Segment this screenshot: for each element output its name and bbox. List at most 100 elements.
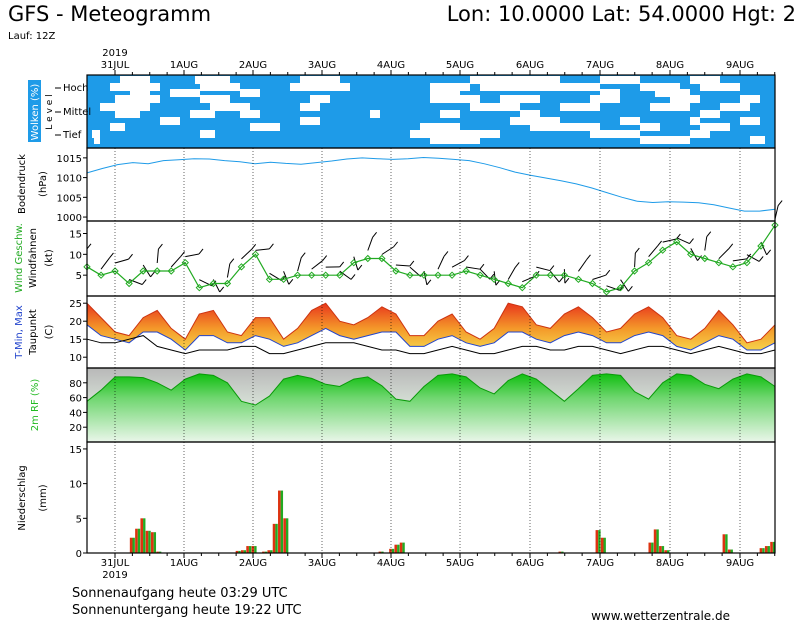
- wind-speed-line: [86, 224, 776, 293]
- wind-speed-point: [673, 238, 681, 246]
- wind-barb-feather: [158, 243, 163, 250]
- clouds-ylabel-bg: [28, 80, 41, 142]
- wind-barb-feather: [619, 285, 625, 291]
- precip-bar: [394, 544, 398, 553]
- precip-bar-green: [243, 550, 247, 553]
- cloud-patch: [430, 136, 480, 144]
- precip-bar: [135, 528, 138, 553]
- wind-barb: [367, 237, 374, 251]
- pressure-ylabel: Bodendruck: [17, 154, 28, 214]
- cloud-patch: [300, 117, 320, 125]
- precip-bars: [129, 490, 776, 553]
- wind-barb-feather: [706, 231, 712, 237]
- wind-speed-point: [616, 283, 625, 292]
- precip-bar: [759, 548, 763, 553]
- date-label-bottom-7AUG: 7AUG: [586, 558, 614, 569]
- precip-bar-green: [248, 546, 252, 553]
- wind-barb-feather: [109, 252, 114, 259]
- wind-speed-point: [223, 279, 232, 288]
- wind-speed-point: [743, 258, 751, 267]
- wind-barb-feather: [514, 262, 520, 268]
- wind-barb-feather: [464, 255, 469, 261]
- date-label-bottom-8AUG: 8AUG: [656, 558, 684, 569]
- cloud-level-hoch: Hoch: [63, 83, 88, 94]
- date-label-top-1AUG: 1AUG: [170, 60, 198, 71]
- precip-bar: [378, 551, 382, 553]
- wind-barb-feather: [251, 243, 257, 250]
- cloud-patch: [590, 95, 620, 103]
- precip-bar-green: [275, 523, 278, 553]
- wind-unit: (kt): [44, 249, 55, 267]
- cloud-patch: [190, 110, 215, 118]
- cloud-patch: [115, 110, 140, 118]
- cloud-patch: [600, 89, 620, 97]
- precip-bar: [140, 518, 144, 553]
- cloud-patch: [530, 123, 600, 131]
- wind-speed-point: [574, 275, 583, 284]
- precip-bar-green: [661, 546, 665, 553]
- cloud-patch: [160, 117, 180, 125]
- wind-speed-point: [588, 279, 597, 288]
- wind-barb-feather: [689, 238, 694, 244]
- location-coordinates: Lon: 10.0000 Lat: 54.0000 Hgt: 2: [446, 2, 796, 26]
- wind-speed-point: [265, 275, 274, 284]
- dewpoint-ylabel: Taupunkt: [28, 309, 39, 356]
- wind-barb: [283, 271, 290, 285]
- wind-tick-10: 10: [69, 250, 82, 261]
- precip-bar-green: [656, 529, 659, 553]
- date-label-top-7AUG: 7AUG: [586, 60, 614, 71]
- precip-bar: [246, 546, 249, 553]
- cloud-patch: [430, 83, 470, 91]
- wind-speed-point: [125, 279, 133, 288]
- precip-bar: [151, 532, 154, 553]
- wind-barb-feather: [777, 200, 783, 206]
- wind-speed-point: [658, 246, 667, 254]
- precip-bar-green: [148, 530, 151, 553]
- date-label-bottom-31JUL: 31JUL: [101, 558, 130, 569]
- date-label-bottom-1AUG: 1AUG: [170, 558, 198, 569]
- wind-barb: [466, 266, 481, 270]
- pressure-tick-1005: 1005: [57, 193, 82, 204]
- humidity-line: [86, 373, 776, 406]
- precip-bar: [664, 550, 668, 553]
- precip-bar-green: [725, 534, 728, 553]
- wind-speed-point: [364, 254, 372, 263]
- cloud-patch: [300, 76, 340, 84]
- humidity-tick-20: 20: [69, 423, 82, 434]
- cloud-patch: [700, 83, 740, 91]
- cloud-patches: [92, 76, 765, 144]
- model-run-label: Lauf: 12Z: [8, 31, 56, 42]
- wind-speed-point: [279, 275, 288, 284]
- temperature-unit: (C): [44, 325, 55, 340]
- wind-barb-feather: [443, 251, 449, 257]
- precip-bar: [251, 546, 255, 553]
- sunrise-text: Sonnenaufgang heute 03:29 UTC: [72, 586, 288, 601]
- cloud-patch: [300, 103, 320, 111]
- precip-bar: [156, 551, 159, 553]
- temp-tick-20: 20: [69, 317, 82, 328]
- wind-tick-15: 15: [69, 230, 82, 241]
- wind-barb-feather: [86, 243, 92, 250]
- clouds-level-label: L e v e l: [45, 94, 55, 129]
- wind-speed-point: [476, 271, 484, 279]
- date-label-bottom-5AUG: 5AUG: [446, 558, 474, 569]
- wind-barb-feather: [409, 260, 415, 267]
- precip-bar: [399, 542, 403, 553]
- precip-bar-green: [285, 518, 289, 553]
- cloud-patch: [700, 110, 720, 118]
- wind-speed-point: [729, 263, 737, 271]
- wind-speed-point: [462, 267, 470, 275]
- cloud-patch: [430, 89, 460, 97]
- wind-barb: [704, 236, 708, 251]
- cloud-patch: [690, 76, 720, 84]
- wind-speed-point: [97, 271, 105, 279]
- cloud-patch: [720, 103, 750, 111]
- wind-barb-feather: [728, 243, 734, 250]
- precip-bar: [389, 548, 392, 553]
- precip-tick-10: 10: [69, 480, 82, 491]
- temperature-ylabel: T-Min, Max: [14, 305, 25, 360]
- humidity-tick-80: 80: [69, 379, 82, 390]
- precip-bar-green: [667, 550, 670, 553]
- wind-barb-feather: [479, 263, 485, 270]
